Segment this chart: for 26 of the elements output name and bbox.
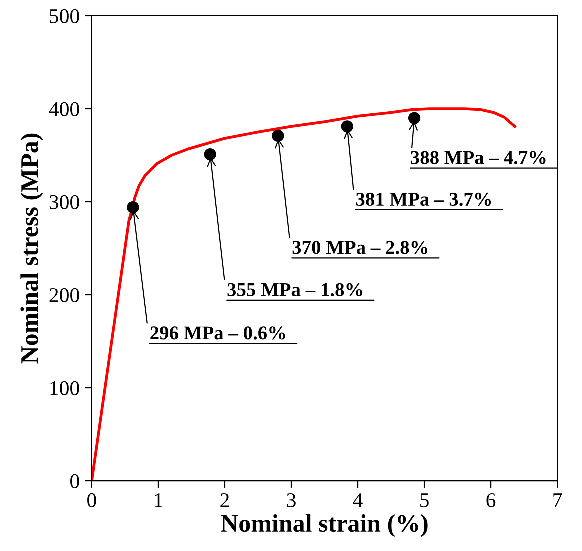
y-tick-label: 100 (50, 381, 80, 396)
point (408, 112, 421, 124)
y-tick-label: 400 (49, 102, 80, 116)
y-tick-label: 500 (50, 9, 80, 24)
x-tick-label: 6 (486, 493, 496, 508)
x-tick-label: 1 (155, 494, 162, 508)
x-tick-label: 3 (287, 493, 296, 508)
x-tick-label: 0 (88, 493, 96, 508)
point (272, 130, 284, 142)
point (127, 202, 140, 214)
annotation: 381 MPa – 3.7% (356, 192, 492, 206)
y-tick-label: 0 (70, 474, 80, 488)
annotation: 355 MPa – 1.8% (228, 283, 362, 297)
y-tick-label: 300 (50, 195, 80, 210)
annotation: 370 MPa – 2.8% (292, 241, 428, 254)
point (204, 148, 216, 161)
x-axis-title: Nominal strain (%) (221, 514, 428, 538)
annotation: 296 MPa – 0.6% (150, 326, 286, 340)
x-tick-label: 5 (420, 494, 429, 508)
point (341, 120, 354, 133)
x-tick-label: 4 (353, 494, 363, 508)
y-tick-label: 200 (50, 288, 80, 302)
x-tick-label: 7 (554, 494, 562, 508)
y-axis-title: Nominal stress (MPa) (20, 134, 44, 364)
annotation: 388 MPa – 4.7% (411, 151, 546, 164)
x-tick-label: 2 (220, 493, 230, 508)
